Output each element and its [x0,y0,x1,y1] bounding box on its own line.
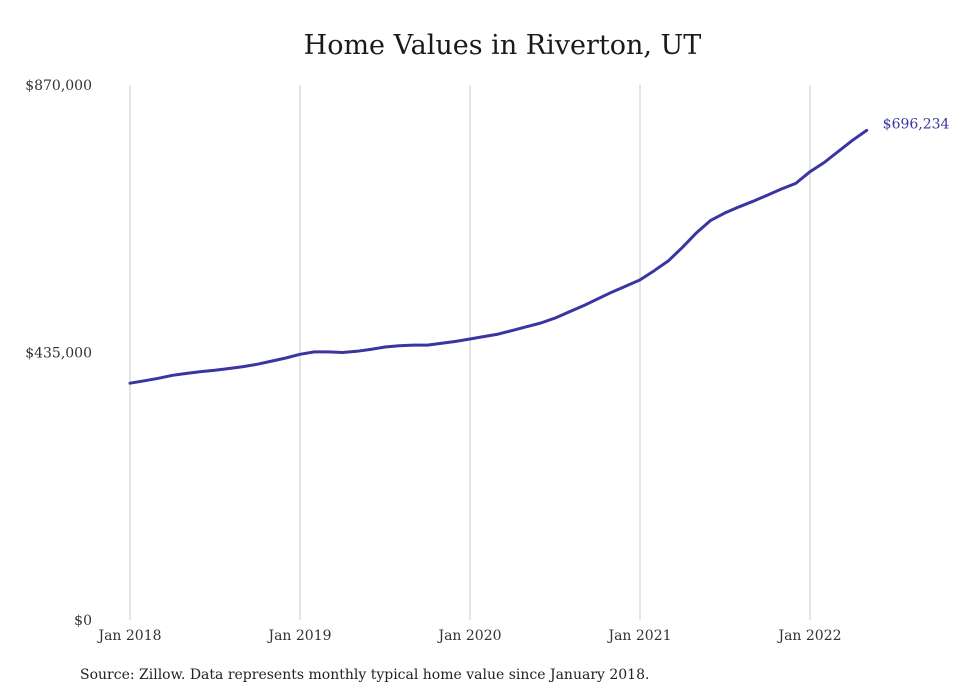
grid-lines [129,85,811,620]
series-line [128,128,869,385]
x-tick-label: Jan 2020 [436,628,501,644]
y-tick-label: $435,000 [25,346,92,362]
series-layer [128,128,869,385]
x-axis-ticks: Jan 2018 Jan 2019 Jan 2020 Jan 2021 Jan 2022 [96,628,841,644]
x-tick-label: Jan 2019 [266,628,331,644]
y-tick-label: $0 [74,613,92,629]
y-tick-label: $870,000 [25,78,92,94]
x-tick-label: Jan 2022 [776,628,841,644]
data-labels: $696,234 [883,116,950,132]
end-value-label: $696,234 [883,116,950,132]
x-tick-label: Jan 2021 [606,628,671,644]
y-axis-ticks: $870,000 $435,000 $0 [25,78,92,629]
x-tick-label: Jan 2018 [96,628,161,644]
source-note: Source: Zillow. Data represents monthly … [80,667,650,683]
chart-title: Home Values in Riverton, UT [303,30,702,61]
